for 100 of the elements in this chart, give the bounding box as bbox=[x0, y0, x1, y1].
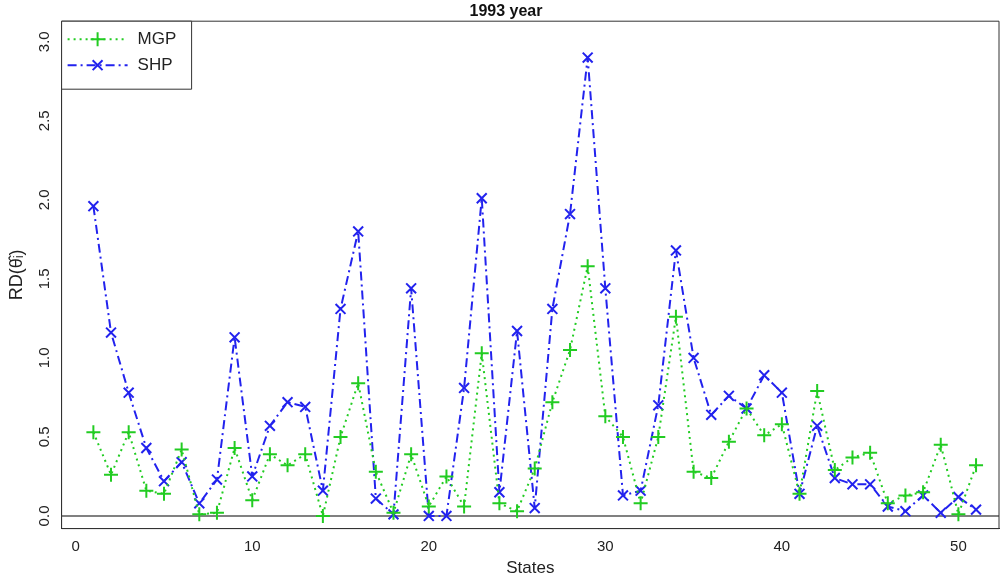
point bbox=[491, 495, 508, 512]
point bbox=[528, 502, 541, 514]
point bbox=[440, 510, 453, 522]
point bbox=[140, 442, 153, 454]
point bbox=[511, 325, 524, 337]
point bbox=[509, 503, 526, 520]
point bbox=[650, 428, 667, 445]
point bbox=[263, 419, 276, 432]
point bbox=[385, 504, 402, 521]
point bbox=[493, 486, 506, 499]
point bbox=[826, 462, 843, 479]
point bbox=[862, 444, 879, 461]
point bbox=[103, 466, 120, 483]
point bbox=[579, 258, 596, 275]
y-tick-label: 2.5 bbox=[34, 110, 52, 132]
y-tick-label: 1.0 bbox=[34, 347, 52, 369]
point bbox=[562, 341, 579, 358]
point bbox=[899, 505, 912, 518]
chart-title: 1993 year bbox=[469, 2, 543, 20]
point bbox=[438, 468, 455, 485]
point bbox=[405, 282, 418, 295]
point bbox=[420, 498, 437, 515]
point bbox=[864, 478, 877, 491]
point bbox=[934, 506, 947, 519]
y-tick-label: 1.5 bbox=[34, 268, 52, 290]
x-tick-label: 30 bbox=[596, 536, 614, 554]
point bbox=[614, 428, 631, 445]
point bbox=[526, 460, 543, 477]
point bbox=[952, 491, 965, 503]
point bbox=[122, 386, 135, 399]
point bbox=[758, 369, 771, 382]
point bbox=[208, 504, 225, 521]
point bbox=[846, 478, 859, 491]
point bbox=[193, 497, 206, 510]
point bbox=[173, 441, 190, 458]
point bbox=[279, 457, 296, 474]
point bbox=[597, 408, 614, 425]
point bbox=[687, 351, 700, 364]
legend-label: SHP bbox=[137, 54, 173, 74]
y-tick-label: 0.0 bbox=[34, 505, 52, 527]
point bbox=[403, 446, 420, 463]
point bbox=[175, 456, 188, 469]
point bbox=[917, 489, 930, 502]
point bbox=[226, 439, 243, 456]
point bbox=[775, 386, 788, 399]
point bbox=[897, 487, 914, 504]
point bbox=[632, 495, 649, 512]
point bbox=[458, 381, 471, 394]
legend-label: MGP bbox=[137, 28, 177, 48]
x-tick-label: 50 bbox=[950, 536, 967, 554]
point bbox=[228, 331, 241, 344]
point bbox=[564, 208, 576, 220]
point bbox=[811, 419, 824, 432]
point bbox=[246, 470, 259, 483]
point bbox=[261, 446, 278, 463]
point bbox=[191, 506, 208, 523]
point bbox=[155, 485, 172, 502]
point bbox=[120, 424, 137, 441]
x-tick-label: 10 bbox=[243, 536, 261, 554]
point bbox=[970, 503, 982, 516]
point bbox=[652, 399, 665, 412]
point bbox=[685, 463, 702, 480]
x-axis-title: States bbox=[506, 558, 555, 578]
point bbox=[281, 396, 294, 409]
point bbox=[456, 498, 473, 515]
point bbox=[334, 302, 347, 315]
point bbox=[299, 400, 312, 413]
point bbox=[350, 375, 367, 392]
point bbox=[599, 282, 612, 295]
point bbox=[881, 500, 894, 513]
point bbox=[703, 470, 720, 487]
y-tick-label: 2.0 bbox=[34, 189, 52, 211]
point bbox=[720, 433, 737, 450]
point bbox=[297, 446, 314, 463]
y-axis-title: RD(θ̂ᵢ) bbox=[5, 249, 26, 301]
point bbox=[705, 408, 718, 421]
point bbox=[844, 449, 861, 466]
point bbox=[367, 463, 384, 480]
point bbox=[546, 302, 559, 315]
point bbox=[211, 473, 223, 486]
point bbox=[316, 484, 329, 497]
point bbox=[581, 51, 594, 64]
point bbox=[669, 244, 682, 257]
point bbox=[85, 424, 102, 441]
point bbox=[158, 475, 170, 488]
y-tick-label: 0.5 bbox=[34, 426, 52, 448]
point bbox=[722, 389, 735, 402]
point bbox=[809, 383, 826, 400]
point bbox=[87, 200, 100, 213]
point bbox=[369, 492, 382, 505]
point bbox=[828, 472, 841, 484]
point bbox=[932, 436, 949, 453]
point bbox=[387, 508, 400, 521]
x-tick-label: 0 bbox=[71, 536, 80, 554]
point bbox=[617, 489, 629, 502]
point bbox=[422, 510, 435, 522]
point bbox=[915, 484, 932, 501]
point bbox=[473, 345, 490, 362]
point bbox=[634, 484, 647, 497]
point bbox=[244, 492, 261, 509]
